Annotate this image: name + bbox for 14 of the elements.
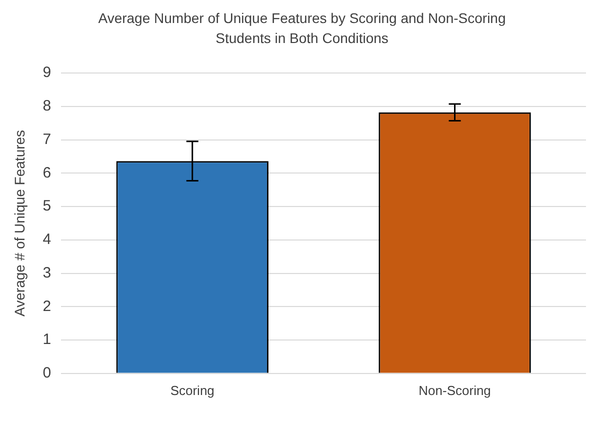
y-tick-label: 9 xyxy=(42,64,52,82)
x-tick-label: Non-Scoring xyxy=(418,382,491,398)
y-axis-title: Average # of Unique Features xyxy=(11,130,28,316)
y-tick-label: 1 xyxy=(42,331,52,348)
y-tick-label: 6 xyxy=(42,164,52,182)
y-tick-label: 0 xyxy=(42,364,52,382)
y-tick-label: 8 xyxy=(42,98,52,115)
y-tick-label: 4 xyxy=(42,231,52,248)
chart-title: Average Number of Unique Features by Scoring and Non-Scoring Students in Both Conditions xyxy=(97,9,507,48)
x-tick-label: Scoring xyxy=(170,382,214,398)
y-tick-label: 3 xyxy=(42,264,52,282)
y-tick-label: 2 xyxy=(42,298,52,315)
y-tick-label: 5 xyxy=(42,198,52,215)
y-tick-label: 7 xyxy=(42,130,52,148)
